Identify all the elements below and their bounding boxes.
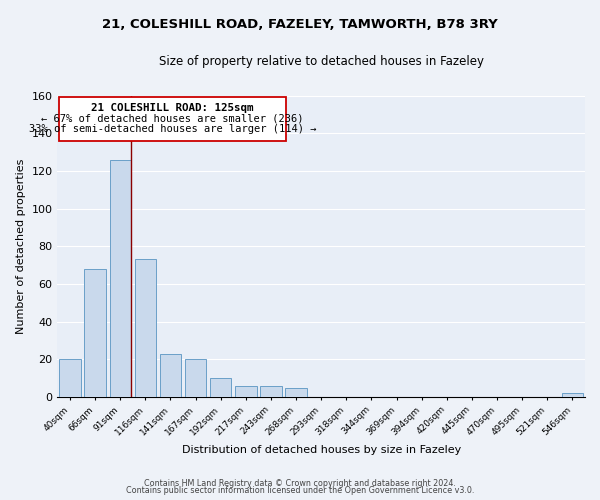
Title: Size of property relative to detached houses in Fazeley: Size of property relative to detached ho… — [159, 55, 484, 68]
Bar — [160, 354, 181, 397]
Bar — [134, 260, 156, 397]
Text: Contains HM Land Registry data © Crown copyright and database right 2024.: Contains HM Land Registry data © Crown c… — [144, 478, 456, 488]
Bar — [210, 378, 232, 397]
Bar — [260, 386, 281, 397]
Bar — [85, 269, 106, 397]
Text: Contains public sector information licensed under the Open Government Licence v3: Contains public sector information licen… — [126, 486, 474, 495]
Bar — [110, 160, 131, 397]
Bar — [286, 388, 307, 397]
Text: 33% of semi-detached houses are larger (114) →: 33% of semi-detached houses are larger (… — [29, 124, 316, 134]
Bar — [59, 360, 80, 397]
Text: 21, COLESHILL ROAD, FAZELEY, TAMWORTH, B78 3RY: 21, COLESHILL ROAD, FAZELEY, TAMWORTH, B… — [102, 18, 498, 30]
Y-axis label: Number of detached properties: Number of detached properties — [16, 158, 26, 334]
Text: 21 COLESHILL ROAD: 125sqm: 21 COLESHILL ROAD: 125sqm — [91, 103, 254, 113]
FancyBboxPatch shape — [59, 98, 286, 141]
Bar — [235, 386, 257, 397]
Text: ← 67% of detached houses are smaller (236): ← 67% of detached houses are smaller (23… — [41, 114, 304, 124]
X-axis label: Distribution of detached houses by size in Fazeley: Distribution of detached houses by size … — [182, 445, 461, 455]
Bar — [185, 360, 206, 397]
Bar — [562, 393, 583, 397]
